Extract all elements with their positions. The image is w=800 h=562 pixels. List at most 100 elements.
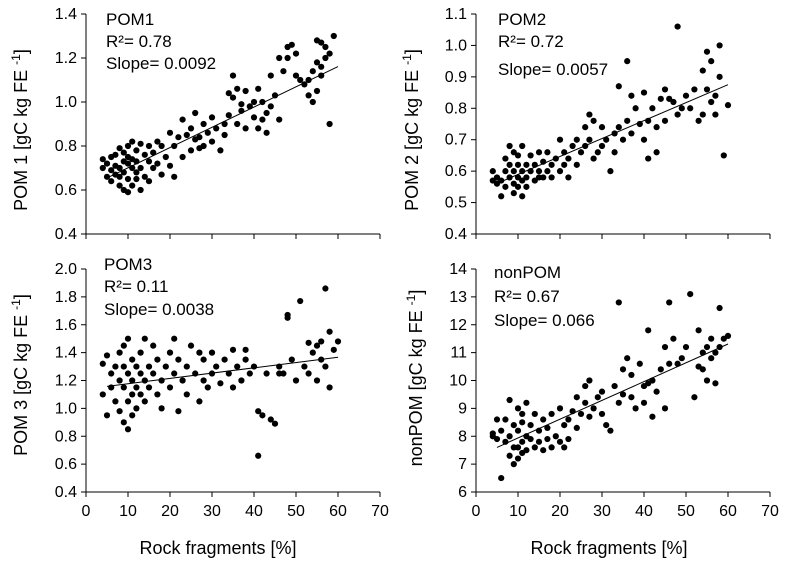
pom2-data-point: [724, 102, 732, 109]
pom1-data-point: [108, 167, 115, 174]
pom1-data-point: [171, 142, 178, 150]
nonpom-data-point: [649, 413, 656, 420]
nonpom-data-point: [615, 399, 622, 406]
nonpom-data-point: [510, 461, 517, 468]
pom2-data-point: [506, 142, 513, 150]
pom3-data-point: [124, 398, 132, 405]
pom3-data-point: [192, 370, 199, 377]
pom3-data-point: [171, 335, 178, 342]
nonpom-data-point: [582, 399, 589, 406]
pom3-data-point: [305, 339, 312, 346]
pom2-ylabel: POM 2 [gC kg FE -1]: [400, 49, 422, 211]
pom1-data-point: [179, 116, 186, 123]
pom3-data-point: [154, 356, 161, 363]
pom2-data-point: [548, 174, 555, 181]
nonpom-data-point: [552, 433, 559, 440]
pom2-data-point: [611, 149, 618, 156]
pom1-data-point: [150, 149, 157, 156]
pom3-data-point: [116, 408, 123, 415]
pom2-data-point: [712, 111, 719, 118]
pom2-points: [489, 23, 732, 200]
nonpom-y-tick-label: 14: [449, 261, 467, 278]
pom3-data-point: [129, 412, 136, 419]
pom1-data-point: [267, 103, 274, 110]
pom3-data-point: [137, 370, 144, 377]
pom1-data-point: [196, 134, 203, 141]
pom1-data-point: [116, 145, 123, 152]
nonpom-data-point: [586, 377, 593, 384]
pom3-title: POM3: [104, 255, 152, 274]
pom1-data-point: [322, 43, 329, 51]
pom1-data-point: [103, 160, 111, 167]
pom3-data-point: [213, 363, 220, 370]
pom2-data-point: [527, 168, 534, 175]
pom2-data-point: [640, 136, 648, 143]
nonpom-data-point: [548, 410, 555, 418]
pom1-data-point: [292, 50, 300, 57]
pom3-data-point: [301, 363, 308, 370]
pom3-data-point: [103, 412, 111, 419]
nonpom-data-point: [519, 438, 526, 445]
pom1-data-point: [124, 175, 132, 183]
pom3-data-point: [267, 416, 274, 423]
panel-nonpom: 6 7 8 9 10 11 12 13 14 0 10 20 30 40 50 60 70 nonPOM R²=…: [404, 261, 779, 558]
pom1-data-point: [234, 85, 241, 92]
pom3-y-tick-label: 0.4: [55, 484, 77, 501]
pom3-data-point: [124, 426, 132, 433]
pom2-data-point: [544, 149, 551, 156]
pom2-data-point: [598, 142, 606, 150]
nonpom-data-point: [577, 410, 585, 418]
pom2-data-point: [561, 149, 568, 156]
pom3-data-point: [137, 349, 144, 356]
nonpom-data-point: [661, 405, 669, 412]
pom3-data-point: [309, 349, 316, 356]
pom1-data-point: [242, 125, 249, 132]
pom3-data-point: [154, 391, 161, 398]
pom3-data-point: [141, 335, 148, 342]
pom1-data-point: [141, 173, 148, 180]
pom2-data-point: [619, 136, 627, 143]
pom3-data-point: [158, 405, 165, 412]
pom1-data-point: [255, 125, 262, 132]
pom3-data-point: [116, 349, 123, 356]
nonpom-y-tick-label: 8: [458, 428, 467, 445]
nonpom-data-point: [540, 447, 547, 454]
pom2-data-point: [590, 155, 597, 162]
pom1-data-point: [179, 153, 186, 161]
nonpom-data-point: [657, 366, 664, 373]
nonpom-data-point: [703, 377, 711, 384]
pom1-data-point: [326, 120, 333, 128]
pom3-data-point: [171, 370, 178, 377]
pom3-data-point: [326, 384, 333, 391]
pom2-data-point: [645, 155, 652, 162]
pom3-data-point: [145, 384, 153, 391]
nonpom-data-point: [523, 447, 530, 454]
pom2-data-point: [661, 86, 669, 93]
pom3-x-tick-label: 70: [371, 503, 389, 520]
pom2-axes: 0.4 0.5 0.6 0.7 0.8 0.9 1.0 1.1: [445, 6, 771, 243]
nonpom-data-point: [695, 327, 702, 334]
pom3-data-point: [276, 363, 283, 370]
pom2-data-point: [565, 155, 572, 162]
pom3-data-point: [187, 342, 195, 349]
pom2-data-point: [586, 136, 593, 143]
nonpom-data-point: [708, 335, 715, 342]
nonpom-data-point: [628, 394, 635, 401]
pom1-axes: 0.4 0.6 0.8 1.0 1.2 1.4: [55, 6, 381, 243]
nonpom-data-point: [708, 355, 715, 362]
nonpom-data-point: [561, 444, 568, 451]
pom1-data-point: [145, 142, 153, 150]
pom1-data-point: [116, 173, 123, 180]
pom3-data-point: [150, 342, 157, 349]
nonpom-data-point: [615, 299, 622, 306]
pom3-data-point: [276, 370, 283, 377]
pom3-data-point: [108, 384, 115, 391]
pom2-data-point: [556, 136, 564, 143]
pom2-data-point: [649, 105, 656, 112]
panel-pom3: 0.4 0.6 0.8 1.0 1.2 1.4 1.6 1.8 2.0 0 10 20 30 40 50 60…: [9, 255, 389, 558]
pom3-data-point: [141, 398, 148, 405]
pom1-data-point: [313, 59, 321, 66]
pom1-data-point: [124, 189, 132, 196]
pom2-data-point: [703, 86, 711, 93]
pom2-data-point: [657, 95, 664, 102]
